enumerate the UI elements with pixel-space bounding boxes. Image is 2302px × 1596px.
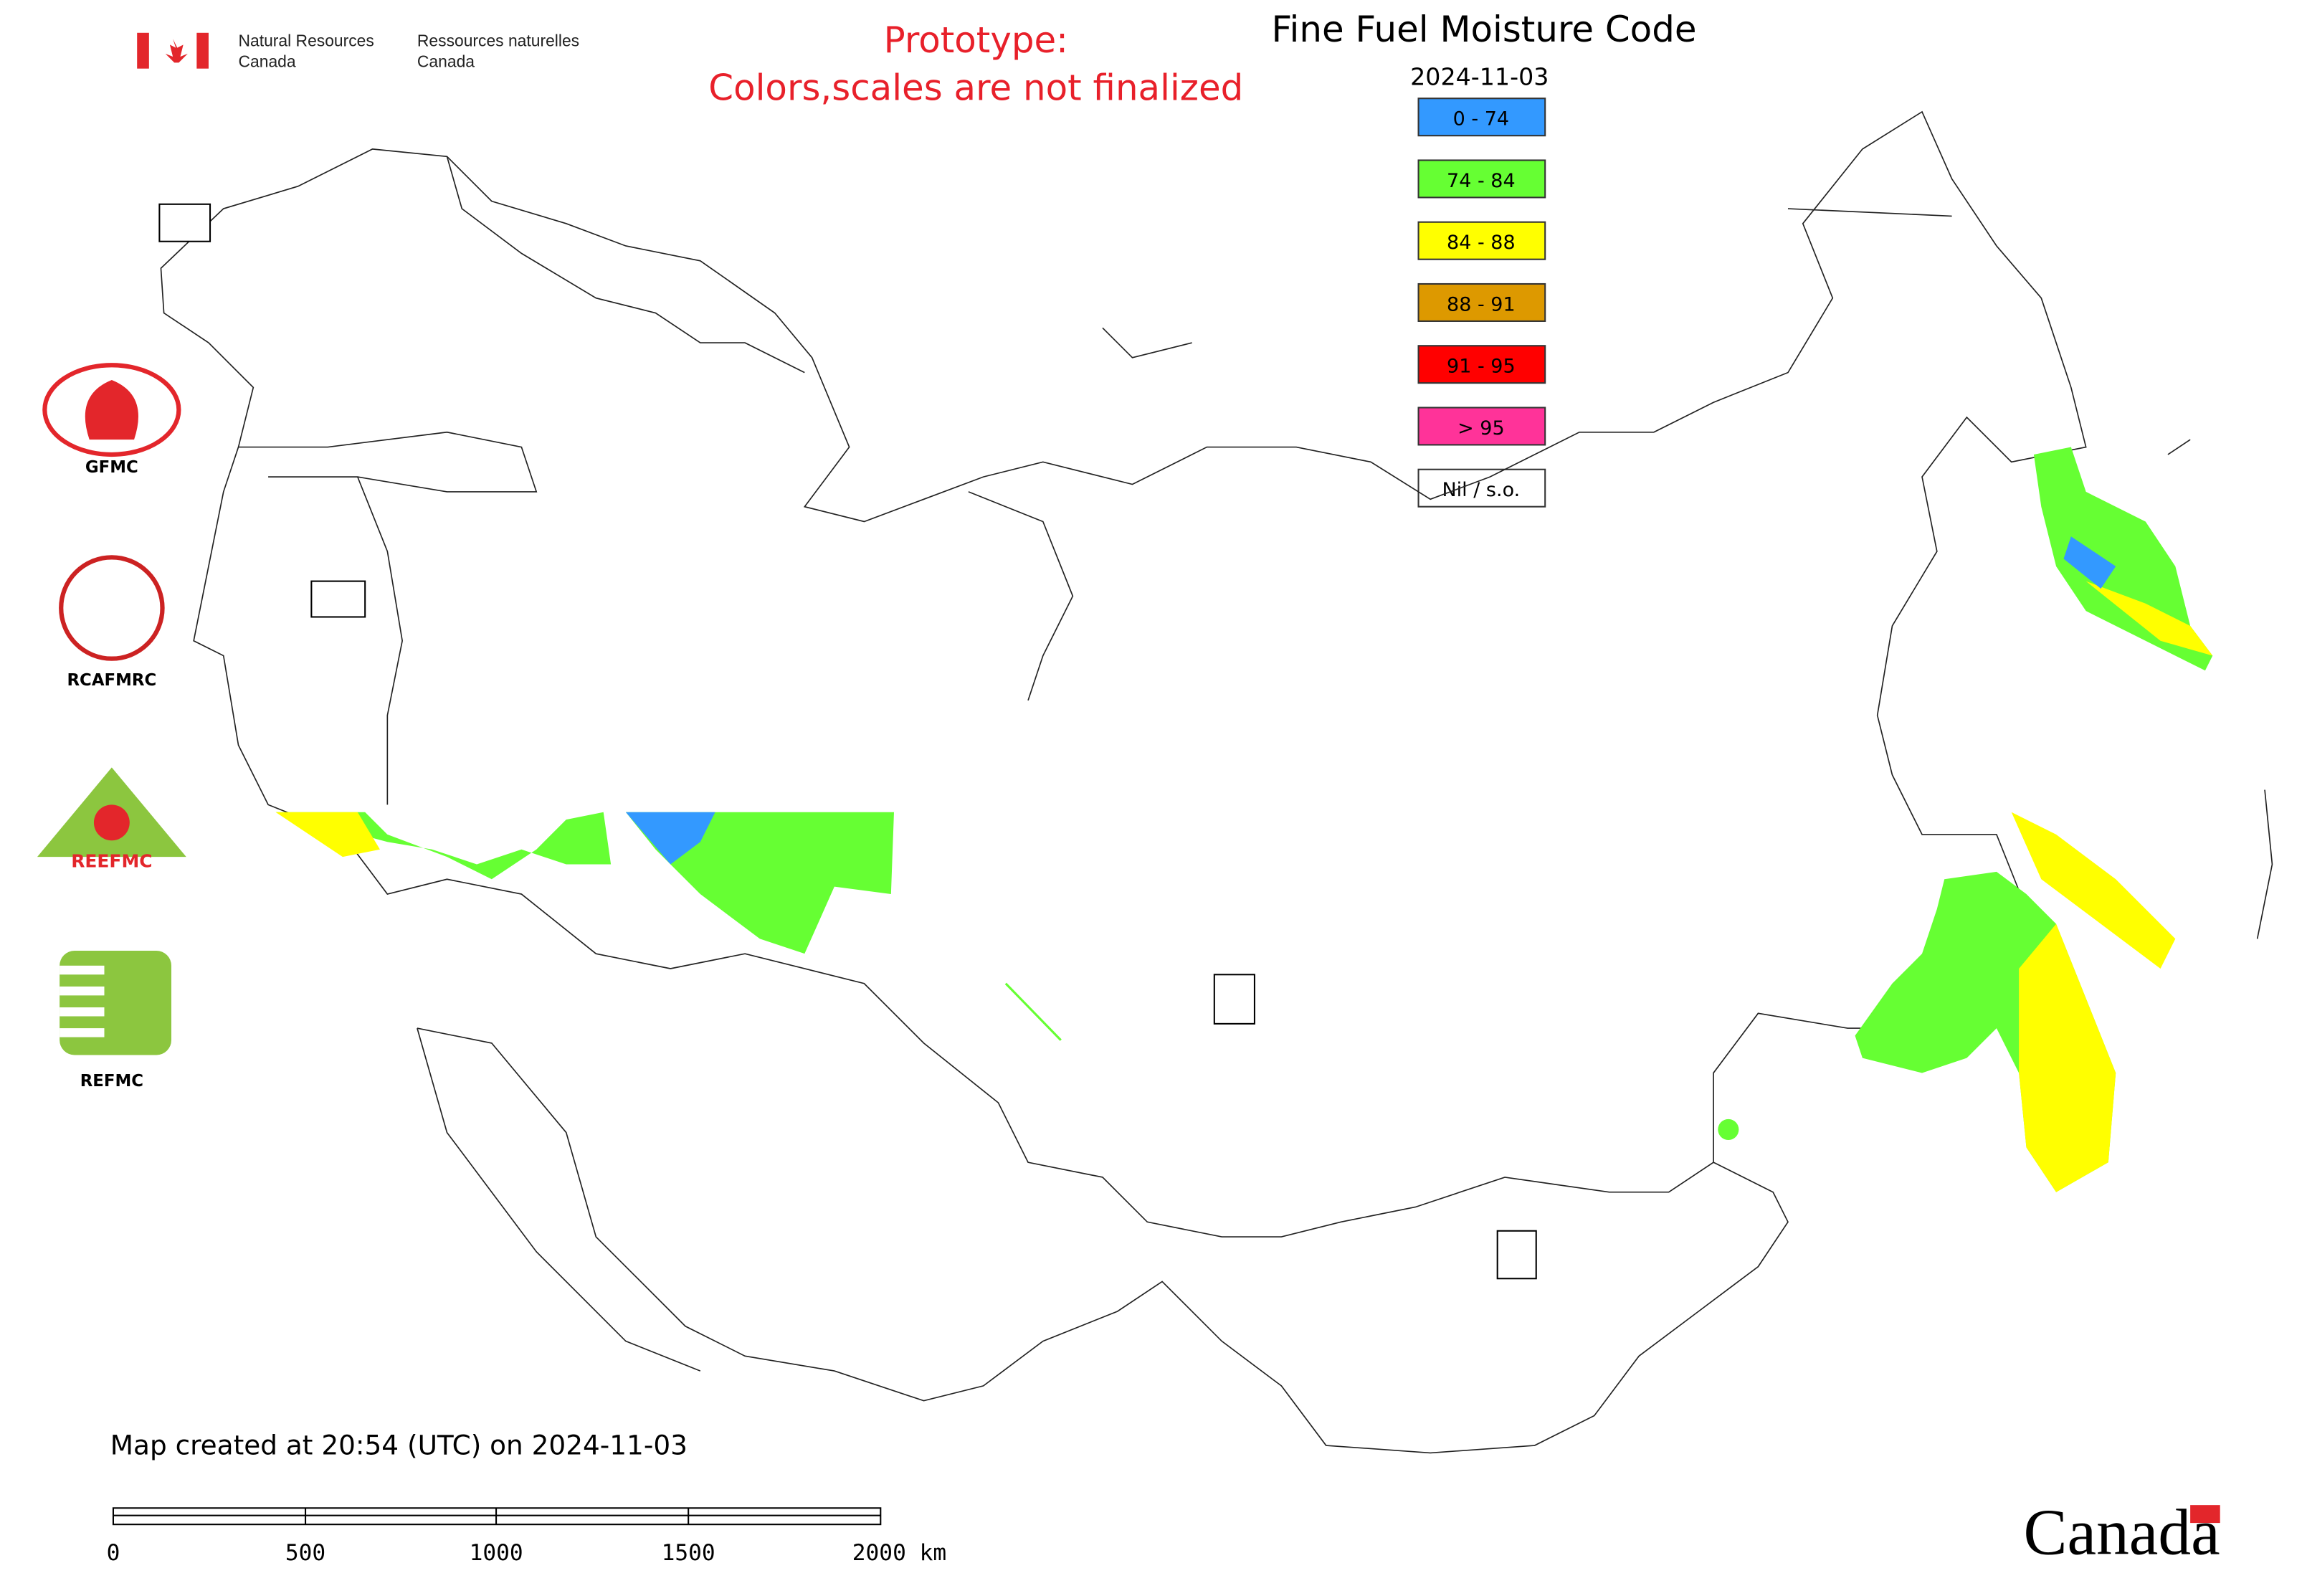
legend-label: 91 - 95 bbox=[1447, 356, 1516, 378]
canada-wordmark: Canada bbox=[2024, 1496, 2220, 1569]
dept-fr-1: Ressources naturelles bbox=[417, 31, 579, 49]
scale-label: 2000 km bbox=[852, 1540, 946, 1566]
partner-logos: GFMC RCAFMRC REEFMC REFMC bbox=[37, 203, 1537, 1280]
basemap bbox=[160, 110, 2273, 1454]
legend-label: > 95 bbox=[1457, 417, 1505, 440]
legend-swatch bbox=[1417, 159, 1546, 199]
legend-swatch bbox=[1417, 345, 1546, 384]
dept-en-1: Natural Resources bbox=[239, 31, 374, 49]
scale-label: 0 bbox=[107, 1540, 120, 1566]
legend-swatch bbox=[1417, 98, 1546, 137]
partner-label: REEFMC bbox=[71, 851, 152, 872]
legend-swatch bbox=[1417, 221, 1546, 260]
notice-line-2: Colors,scales are not finalized bbox=[708, 67, 1243, 108]
legend-swatch bbox=[1417, 282, 1546, 322]
partner-label: RCAFMRC bbox=[67, 671, 156, 690]
legend-label: 0 - 74 bbox=[1453, 108, 1509, 130]
notice-line-1: Prototype: bbox=[884, 19, 1068, 61]
scale-label: 1500 bbox=[662, 1540, 715, 1566]
partner-label: GFMC bbox=[85, 458, 138, 477]
legend-label: 74 - 84 bbox=[1447, 170, 1516, 192]
legend-swatch bbox=[1417, 468, 1546, 508]
legend-label: 88 - 91 bbox=[1447, 293, 1516, 315]
scale-label: 1000 bbox=[470, 1540, 523, 1566]
dept-fr-2: Canada bbox=[417, 52, 475, 71]
scale-label: 500 bbox=[285, 1540, 325, 1566]
map-date: 2024-11-03 bbox=[1410, 63, 1549, 91]
legend-swatch bbox=[1417, 407, 1546, 446]
created-note: Map created at 20:54 (UTC) on 2024-11-03 bbox=[110, 1429, 688, 1460]
gov-header: Natural Resources Canada Ressources natu… bbox=[137, 31, 579, 71]
fuel-moisture-raster bbox=[275, 447, 2213, 1192]
map-title: Fine Fuel Moisture Code bbox=[1271, 9, 1696, 50]
legend-label: 84 - 88 bbox=[1447, 232, 1516, 254]
partner-label: REFMC bbox=[80, 1072, 143, 1091]
scale-bar: 0 500 1000 1500 2000 km bbox=[107, 1507, 946, 1566]
dept-en-2: Canada bbox=[239, 52, 296, 71]
